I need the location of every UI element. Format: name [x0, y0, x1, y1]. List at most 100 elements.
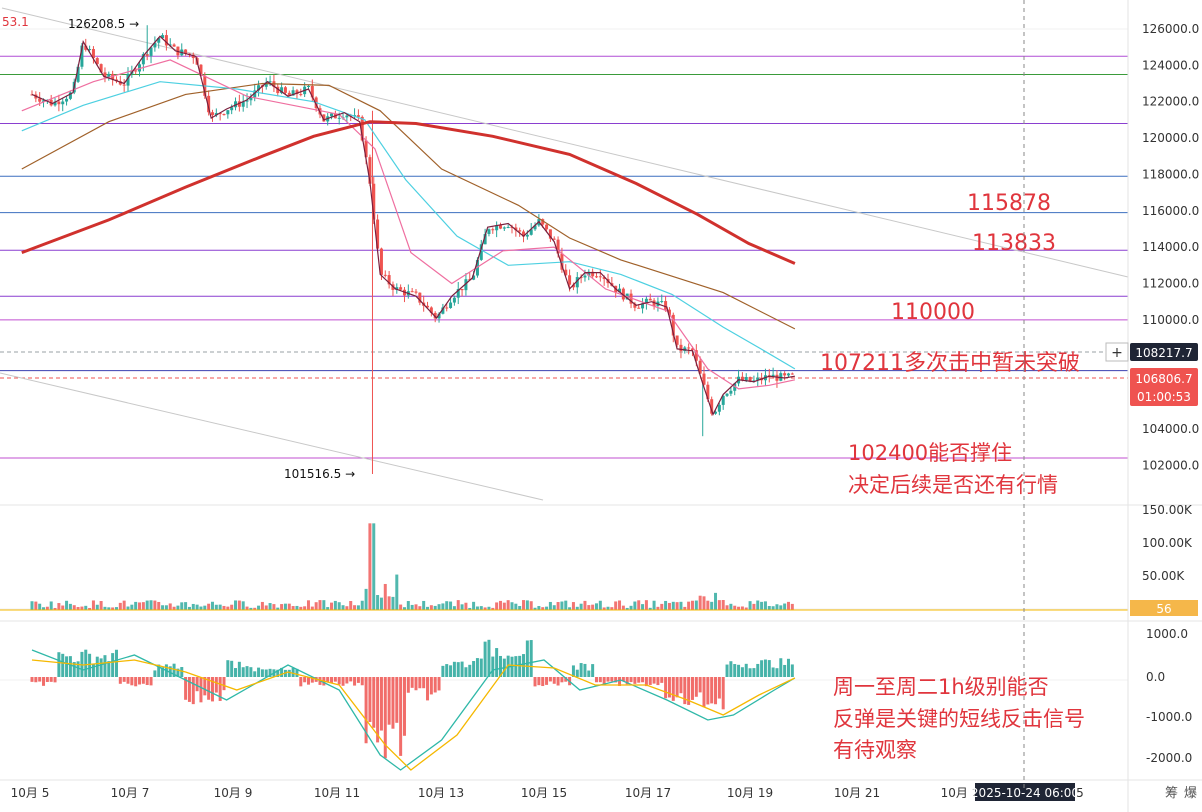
volume-bar — [721, 600, 725, 610]
macd-histogram-bar — [518, 655, 522, 677]
volume-bar — [80, 606, 84, 610]
candle-body — [690, 348, 694, 351]
macd-histogram-bar — [387, 677, 391, 725]
volume-bar — [330, 602, 334, 610]
price-tick-label: 124000.0 — [1142, 58, 1199, 72]
macd-histogram-bar — [491, 656, 495, 677]
volume-bar — [180, 602, 184, 610]
volume-axis[interactable]: 150.00K 100.00K 50.00K — [1142, 503, 1193, 583]
candle-body — [268, 81, 272, 83]
volume-bar — [675, 602, 679, 610]
macd-histogram-bar — [253, 671, 257, 677]
macd-histogram-bar — [556, 677, 560, 686]
macd-histogram-bar — [579, 663, 583, 677]
macd-histogram-bar — [714, 677, 718, 705]
macd-histogram-bar — [379, 677, 383, 731]
macd-histogram-bar — [372, 677, 376, 728]
price-axis[interactable]: 126000.0 124000.0 122000.0 120000.0 118000.0… — [1142, 22, 1199, 472]
candle-body — [429, 307, 433, 313]
volume-bar — [172, 606, 176, 610]
volume-bar — [226, 606, 230, 610]
macd-histogram-bar — [537, 677, 541, 686]
candle-body — [276, 86, 280, 94]
volume-bar — [694, 600, 698, 610]
macd-histogram-bar — [214, 677, 218, 693]
macd-histogram-bar — [479, 658, 483, 677]
date-tick-label: 10月 17 — [625, 786, 671, 800]
candle-body — [464, 279, 468, 291]
crosshair-plus-button[interactable]: + — [1105, 342, 1129, 362]
macd-histogram-bar — [88, 653, 92, 677]
macd-histogram-bar — [614, 677, 618, 683]
volume-bar — [506, 600, 510, 610]
macd-annotation-line1: 周一至周二1h级别能否 — [833, 675, 1049, 699]
macd-histogram-bar — [656, 677, 660, 686]
volume-bar — [433, 605, 437, 610]
volume-bar — [706, 600, 710, 610]
svg-text:108217.7: 108217.7 — [1135, 346, 1192, 360]
volume-bar — [426, 606, 430, 610]
lower-trendline — [0, 372, 544, 501]
macd-histogram-bar — [683, 677, 687, 705]
volume-bar — [725, 605, 729, 610]
macd-histogram-bar — [326, 677, 330, 682]
volume-bar — [529, 601, 533, 610]
volume-bar — [291, 606, 295, 610]
candle-body — [671, 314, 675, 336]
volume-bar — [775, 604, 779, 610]
macd-histogram-bar — [786, 658, 790, 677]
macd-histogram-bar — [694, 677, 698, 697]
volume-bar — [422, 600, 426, 610]
macd-histogram-bar — [141, 677, 145, 684]
volume-bar — [141, 602, 145, 610]
macd-histogram-bar — [748, 668, 752, 677]
candle-body — [725, 393, 729, 396]
volume-bar — [729, 603, 733, 610]
candle-body — [295, 90, 299, 95]
macd-histogram-bar — [575, 669, 579, 677]
candle-body — [330, 113, 334, 117]
volume-bar — [744, 607, 748, 610]
volume-bar — [230, 604, 234, 610]
date-tick-label: 10月 15 — [521, 786, 567, 800]
settings-icon[interactable]: 筹 — [1165, 785, 1178, 801]
volume-bar — [583, 600, 587, 610]
volume-bar — [429, 605, 433, 610]
macd-histogram-bar — [257, 667, 261, 677]
macd-histogram-bar — [30, 677, 34, 682]
volume-bar — [548, 601, 552, 610]
date-tick-label: 10月 5 — [11, 786, 50, 800]
macd-histogram-bar — [598, 677, 602, 683]
volume-bar — [717, 600, 721, 610]
svg-text:56: 56 — [1156, 602, 1171, 616]
volume-bar — [260, 601, 264, 610]
candle-body — [744, 377, 748, 381]
explode-icon[interactable]: 爆 — [1184, 786, 1197, 801]
macd-histogram-bar — [671, 677, 675, 701]
macd-histogram-bar — [790, 664, 794, 677]
candle-body — [414, 291, 418, 293]
macd-axis[interactable]: 1000.0 0.0 -1000.0 -2000.0 — [1146, 627, 1192, 765]
volume-bar — [418, 606, 422, 610]
macd-histogram-bar — [771, 667, 775, 677]
candle-body — [103, 72, 107, 78]
candle-body — [53, 101, 57, 106]
volume-bar — [287, 603, 291, 610]
macd-histogram-bar — [667, 677, 671, 698]
macd-histogram-bar — [737, 664, 741, 677]
candle-body — [364, 140, 368, 158]
volume-bar — [203, 605, 207, 610]
macd-histogram-bar — [333, 677, 337, 682]
macd-histogram-bar — [118, 677, 122, 684]
date-axis[interactable]: 10月 5 10月 7 10月 9 10月 11 10月 13 10月 15 10月 17 1… — [11, 783, 1084, 801]
volume-bar — [510, 602, 514, 610]
macd-histogram-bar — [368, 677, 372, 722]
volume-bar — [399, 604, 403, 610]
ma-brown-line — [21, 82, 796, 330]
svg-text:106806.7: 106806.7 — [1135, 372, 1192, 386]
candle-body — [257, 85, 261, 91]
volume-bar — [91, 600, 95, 610]
macd-histogram-bar — [760, 660, 764, 677]
volume-bar — [449, 601, 453, 610]
